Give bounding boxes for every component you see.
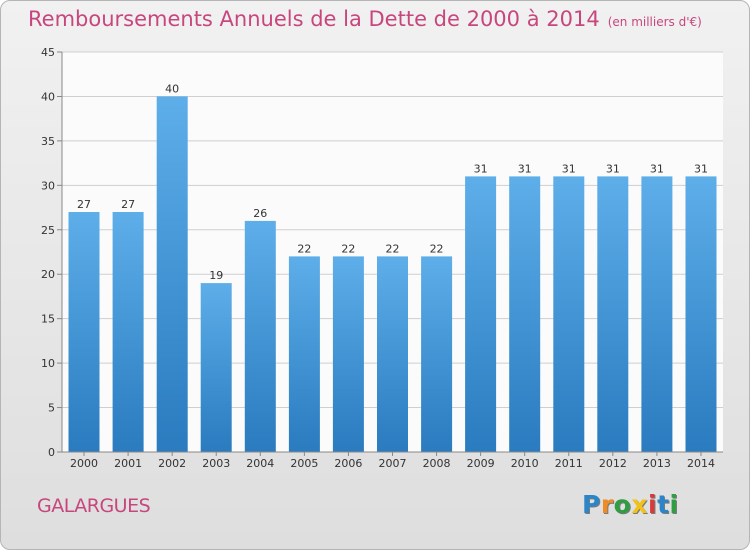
x-tick-label-2004: 2004 (246, 457, 274, 470)
bar-2007 (377, 256, 408, 452)
bar-2002 (156, 96, 188, 453)
data-label-2014: 31 (694, 162, 708, 175)
data-label-2004: 26 (253, 207, 267, 220)
bar-2005 (288, 256, 320, 452)
axes: 0 5 10 15 20 25 30 35 40 45 2000 2001 2002 2003 2004 20… (41, 46, 723, 470)
bar-2009 (465, 176, 497, 452)
x-tick-label-2008: 2008 (423, 457, 451, 470)
data-label-2008: 22 (430, 242, 444, 255)
bar-2000 (68, 212, 100, 452)
bar-2011 (553, 176, 585, 452)
x-tick-label-2011: 2011 (555, 457, 583, 470)
logo-letter: i (648, 490, 658, 519)
bar-2010 (509, 176, 541, 452)
y-tick-label: 20 (41, 268, 55, 281)
x-tick-label-2002: 2002 (158, 457, 186, 470)
x-tick-label-2001: 2001 (114, 457, 142, 470)
bar-2012 (597, 176, 629, 452)
logo-letter: x (631, 490, 648, 519)
data-label-2005: 22 (297, 242, 311, 255)
logo-letter: t (657, 490, 670, 519)
x-tick-label-2012: 2012 (599, 457, 627, 470)
y-tick-label: 10 (41, 357, 55, 370)
chart-title-text: Remboursements Annuels de la Dette de 20… (28, 7, 600, 31)
x-tick-label-2010: 2010 (511, 457, 539, 470)
x-tick-label-2009: 2009 (467, 457, 495, 470)
data-label-2010: 31 (518, 162, 532, 175)
logo-letter: P (582, 490, 601, 519)
data-label-2006: 22 (341, 242, 355, 255)
data-label-2000: 27 (77, 198, 91, 211)
x-tick-label-2013: 2013 (643, 457, 671, 470)
data-label-2009: 31 (474, 162, 488, 175)
data-label-2001: 27 (121, 198, 135, 211)
y-tick-label: 15 (41, 313, 55, 326)
x-tick-label-2003: 2003 (202, 457, 230, 470)
proxiti-logo: Proxiti (582, 490, 679, 519)
y-tick-label: 25 (41, 224, 55, 237)
y-tick-label: 5 (48, 402, 55, 415)
bars: 27 27 40 19 26 22 22 22 22 31 31 31 31 31 31 (68, 82, 717, 453)
data-label-2013: 31 (650, 162, 664, 175)
x-tick-label-2006: 2006 (334, 457, 362, 470)
x-tick-label-2005: 2005 (290, 457, 318, 470)
bar-2008 (421, 256, 453, 452)
bar-2006 (332, 256, 364, 452)
data-label-2003: 19 (209, 269, 223, 282)
bar-2001 (112, 212, 144, 452)
chart-unit: (en milliers d'€) (607, 15, 702, 29)
y-tick-label: 30 (41, 179, 55, 192)
bar-2013 (641, 176, 673, 452)
y-tick-label: 45 (41, 46, 55, 59)
x-tick-label-2007: 2007 (379, 457, 407, 470)
data-label-2002: 40 (165, 82, 179, 95)
logo-letter: i (669, 490, 679, 519)
x-tick-label-2014: 2014 (687, 457, 715, 470)
bar-2003 (200, 283, 232, 452)
y-tick-label: 35 (41, 135, 55, 148)
bar-2004 (244, 220, 276, 452)
x-tick-label-2000: 2000 (70, 457, 98, 470)
commune-name: GALARGUES (37, 495, 151, 517)
y-tick-label: 0 (48, 446, 55, 459)
y-tick-label: 40 (41, 90, 55, 103)
logo-letter: o (613, 490, 632, 519)
data-label-2007: 22 (386, 242, 400, 255)
bar-2014 (685, 176, 717, 452)
data-label-2011: 31 (562, 162, 576, 175)
chart-title: Remboursements Annuels de la Dette de 20… (28, 7, 702, 31)
logo-letter: r (600, 490, 614, 519)
data-label-2012: 31 (606, 162, 620, 175)
